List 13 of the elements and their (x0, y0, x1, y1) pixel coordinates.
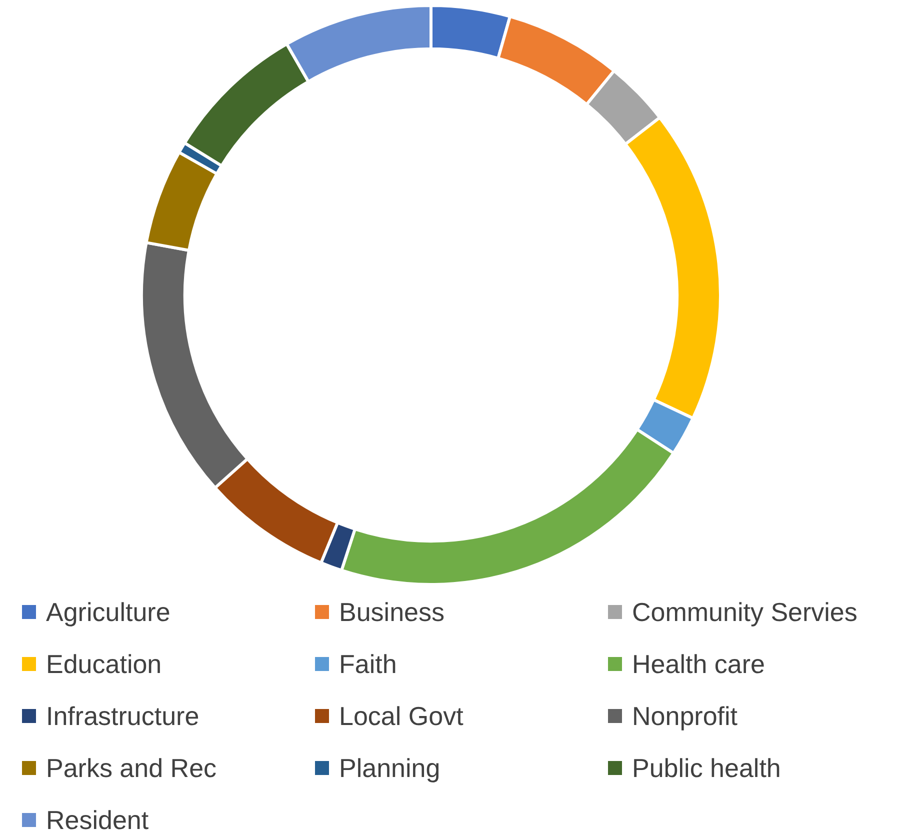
legend-label: Education (46, 648, 162, 680)
legend-label: Nonprofit (632, 700, 738, 732)
legend-label: Infrastructure (46, 700, 200, 732)
legend-label: Public health (632, 752, 781, 784)
legend-label: Health care (632, 648, 765, 680)
legend-label: Planning (339, 752, 440, 784)
legend-label: Faith (339, 648, 397, 680)
legend-label: Agriculture (46, 596, 170, 628)
legend-label: Business (339, 596, 444, 628)
legend-label: Community Servies (632, 596, 858, 628)
legend-label: Resident (46, 804, 149, 832)
legend-label: Parks and Rec (46, 752, 217, 784)
legend-label: Local Govt (339, 700, 464, 732)
